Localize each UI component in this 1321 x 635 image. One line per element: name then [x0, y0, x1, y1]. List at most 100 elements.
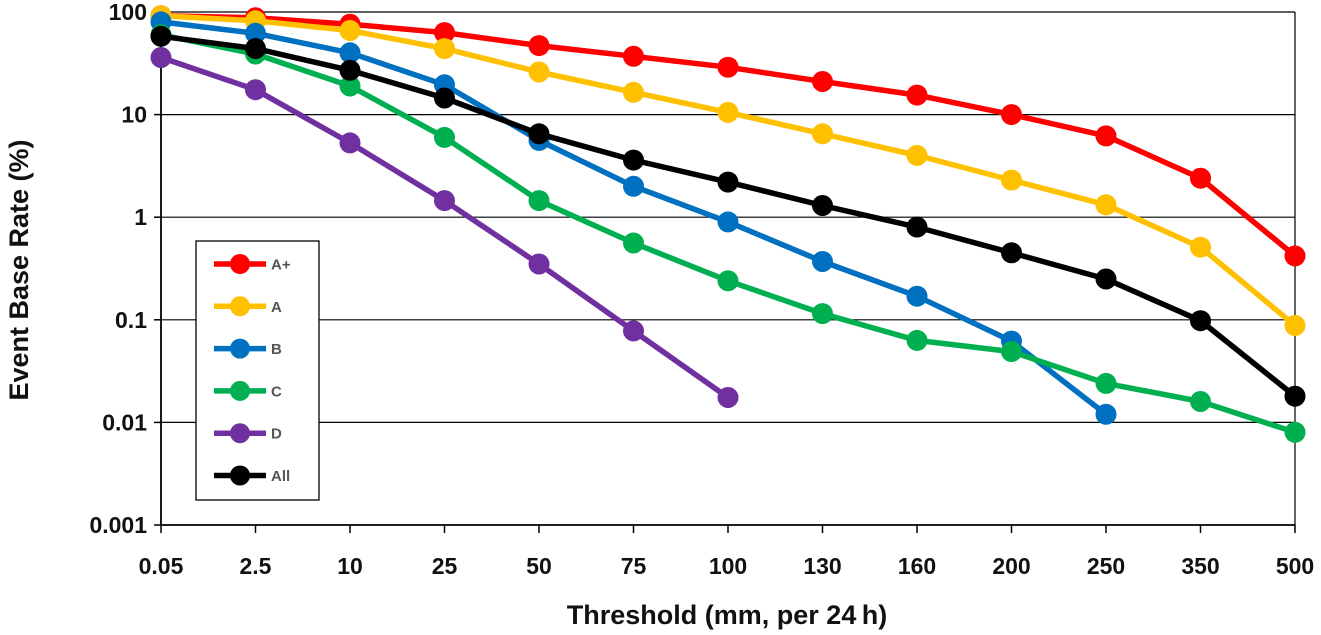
legend-swatch-marker: [230, 296, 250, 317]
data-point-b: [245, 22, 266, 44]
data-point-a: [906, 144, 928, 166]
y-axis-title: Event Base Rate (%): [4, 139, 34, 400]
data-point-c: [1284, 421, 1306, 443]
x-tick-label: 0.05: [139, 553, 184, 579]
data-point-a: [623, 81, 644, 103]
legend-swatch-marker: [230, 254, 250, 274]
data-point-b: [339, 42, 361, 64]
data-point-b: [906, 285, 928, 307]
data-point-a-plus: [906, 84, 928, 106]
x-tick-label: 500: [1276, 553, 1314, 579]
y-tick-label: 100: [109, 0, 147, 25]
y-tick-label: 0.1: [115, 307, 147, 333]
data-point-all: [528, 123, 550, 145]
data-point-c: [339, 75, 361, 97]
data-point-a: [1095, 194, 1117, 216]
x-tick-label: 25: [432, 553, 458, 579]
series-all: [150, 25, 1306, 407]
data-point-c: [1190, 391, 1211, 412]
data-point-d: [339, 132, 361, 154]
legend-box: [195, 240, 320, 501]
x-tick-label: 50: [526, 553, 552, 579]
data-point-d: [623, 320, 644, 342]
data-point-c: [434, 126, 455, 148]
legend-item-a: A: [214, 296, 282, 317]
y-tick-label: 0.01: [102, 409, 147, 435]
data-point-all: [339, 59, 361, 81]
x-tick-label: 350: [1181, 553, 1219, 579]
data-point-a: [1284, 315, 1306, 336]
data-point-c: [906, 329, 928, 351]
y-tick-label: 0.001: [89, 512, 147, 538]
data-point-a-plus: [1001, 104, 1022, 126]
data-point-d: [245, 79, 266, 101]
legend-label: C: [271, 383, 282, 400]
data-point-a-plus: [717, 56, 739, 78]
data-point-all: [1284, 385, 1306, 407]
data-point-d: [528, 253, 550, 275]
data-point-a-plus: [1284, 245, 1306, 267]
data-point-all: [434, 87, 455, 109]
data-point-all: [1095, 268, 1117, 290]
legend-swatch-marker: [230, 338, 250, 359]
x-tick-label: 100: [709, 553, 747, 579]
data-point-a: [434, 38, 455, 60]
legend-swatch-marker: [230, 380, 250, 401]
x-axis-title: Threshold (mm, per 24 h): [567, 600, 887, 630]
legend-item-b: B: [214, 338, 282, 359]
series-c: [150, 24, 1306, 443]
x-tick-label: 10: [337, 553, 363, 579]
tick-labels: 0.001 0.01 0.1 1 10 100 0.05 2.5 10 25 50 75 100 130 1…: [89, 0, 1314, 579]
data-point-a-plus: [812, 71, 833, 92]
legend-label: D: [271, 426, 282, 443]
data-point-all: [906, 216, 928, 238]
data-point-all: [717, 171, 739, 193]
legend-label: A: [271, 299, 282, 316]
data-point-c: [528, 190, 550, 212]
data-point-b: [623, 175, 644, 197]
legend-item-d: D: [214, 423, 282, 444]
legend-swatch-marker: [230, 423, 250, 444]
data-point-a: [1190, 236, 1211, 258]
data-point-a: [528, 61, 550, 83]
data-point-c: [812, 303, 833, 325]
data-point-d: [717, 387, 739, 408]
x-tick-label: 75: [621, 553, 647, 579]
legend-label: All: [271, 468, 290, 485]
legend: A+ A B C D All: [195, 240, 320, 501]
x-tick-label: 2.5: [240, 553, 272, 579]
x-tick-label: 160: [898, 553, 936, 579]
legend-label: A+: [271, 257, 291, 274]
legend-item-a-plus: A+: [214, 254, 291, 274]
legend-item-all: All: [214, 465, 290, 486]
data-point-a-plus: [1095, 125, 1117, 147]
data-point-all: [1001, 242, 1022, 264]
y-tick-label: 10: [121, 102, 147, 128]
data-point-a-plus: [623, 45, 644, 67]
data-point-b: [812, 251, 833, 272]
legend-swatch-marker: [230, 465, 250, 486]
data-point-a-plus: [434, 22, 455, 44]
x-tick-label: 250: [1087, 553, 1125, 579]
data-point-a: [812, 123, 833, 145]
data-point-d: [434, 190, 455, 212]
data-point-a-plus: [528, 35, 550, 57]
data-point-all: [150, 25, 172, 47]
data-point-b: [1095, 403, 1117, 425]
series-a: [150, 5, 1306, 336]
data-point-a: [1001, 169, 1022, 191]
data-point-a-plus: [1190, 167, 1211, 189]
y-tick-label: 1: [134, 204, 147, 230]
data-point-b: [717, 211, 739, 233]
data-point-d: [150, 47, 172, 68]
x-tick-label: 200: [992, 553, 1030, 579]
data-point-c: [1095, 372, 1117, 394]
series-line-c: [160, 32, 1296, 435]
data-point-a: [339, 20, 361, 41]
legend-item-c: C: [214, 380, 282, 401]
data-point-all: [623, 149, 644, 171]
data-point-all: [1190, 310, 1211, 332]
series-d: [150, 47, 739, 408]
data-point-c: [623, 232, 644, 254]
